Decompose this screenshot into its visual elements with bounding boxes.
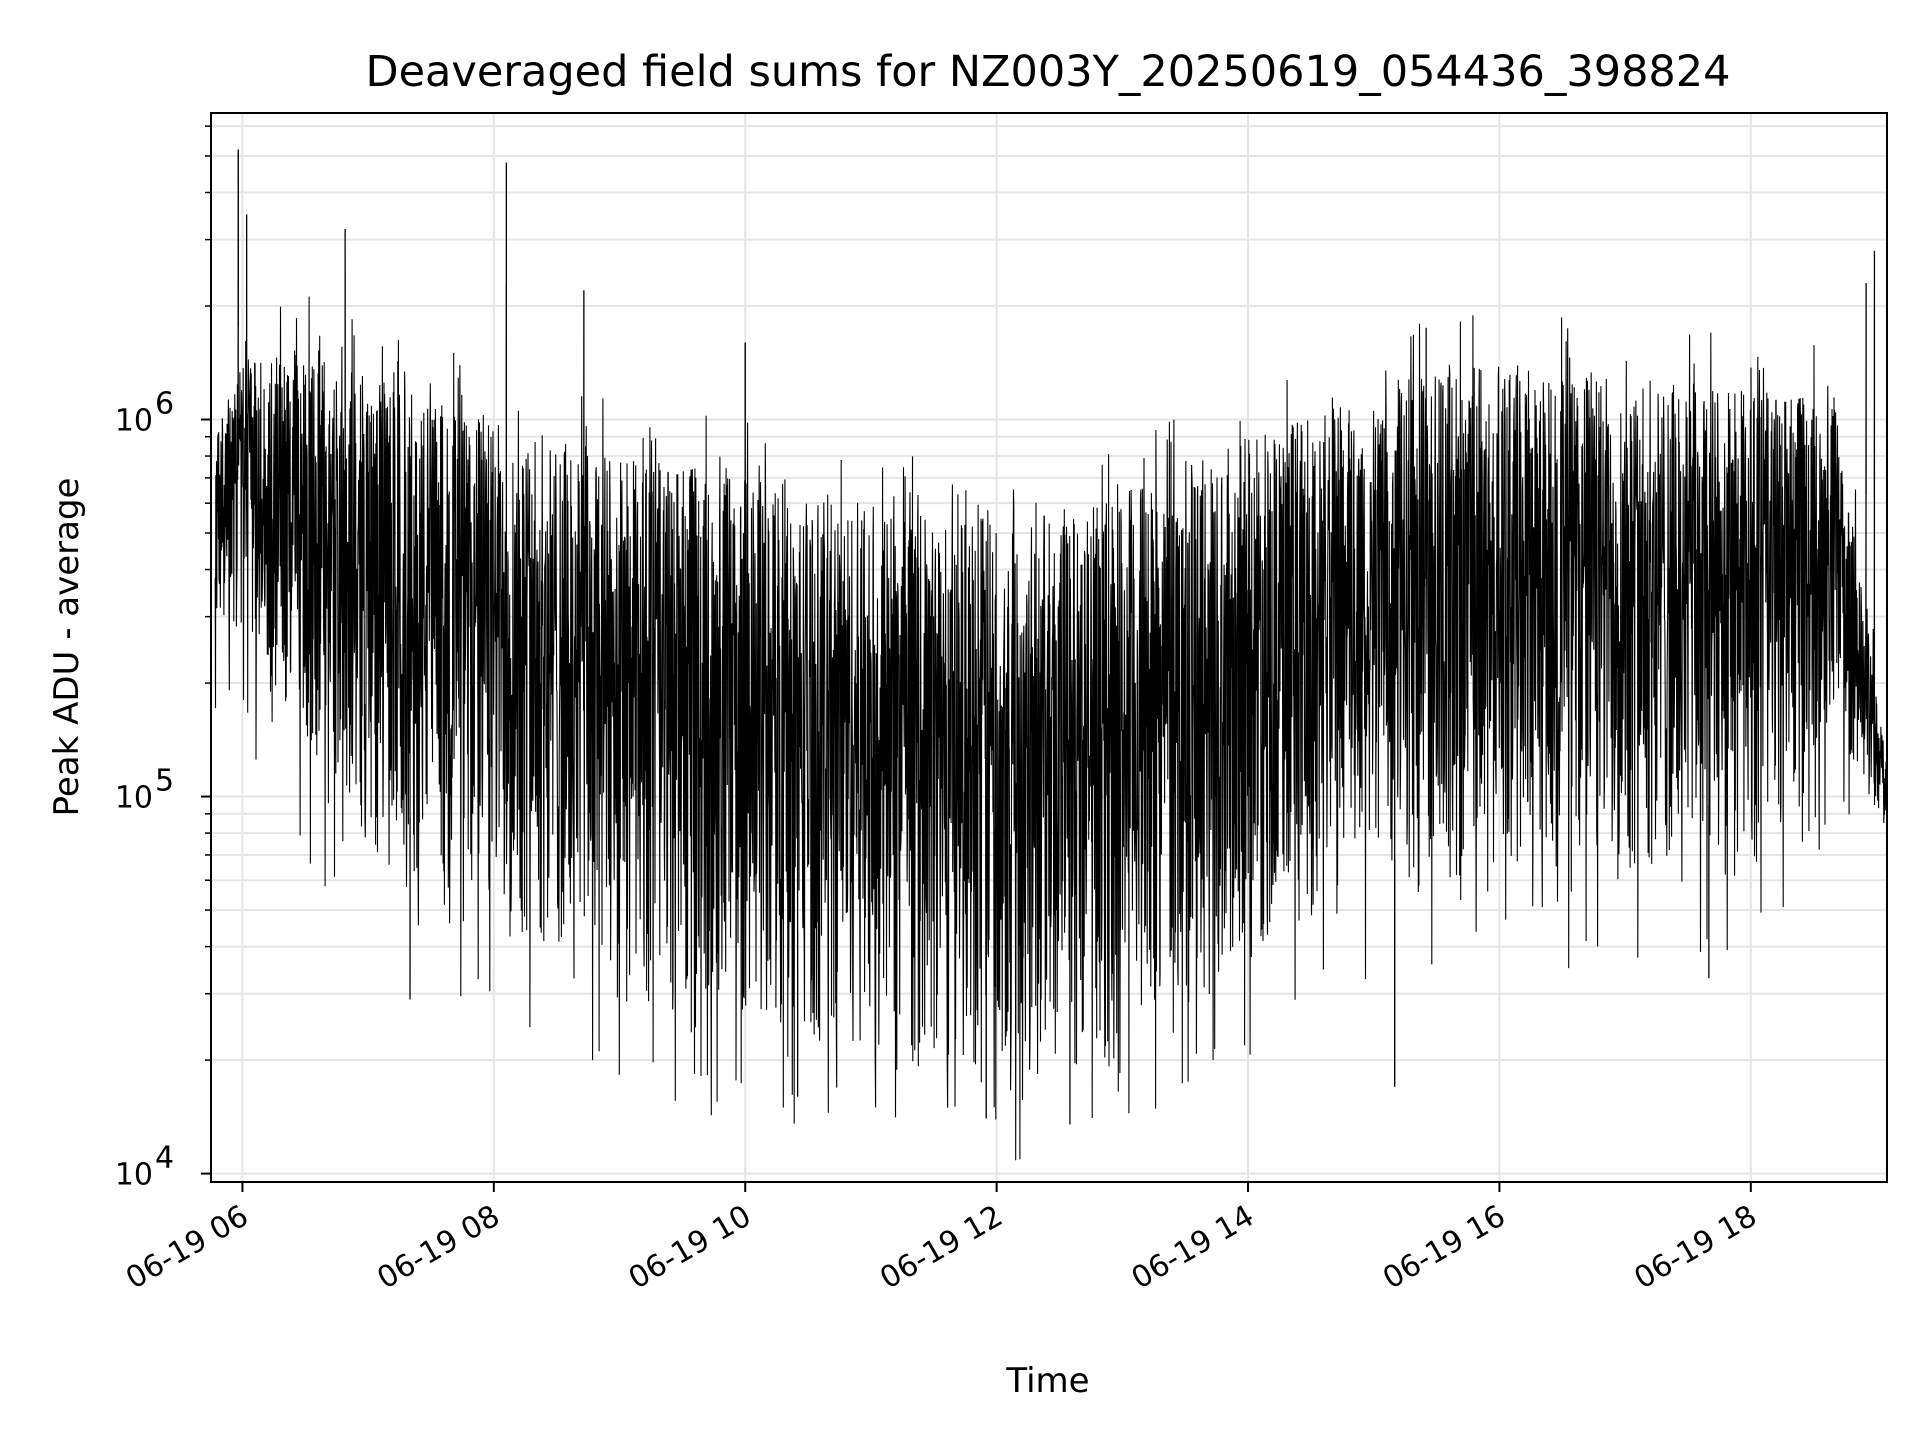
y-tick-exponent: 5 <box>155 764 174 799</box>
chart-title: Deaveraged field sums for NZ003Y_2025061… <box>365 47 1730 97</box>
y-tick-label: 10 <box>115 404 153 439</box>
plot-frame <box>210 112 1888 1183</box>
y-tick-label: 10 <box>115 781 153 816</box>
y-tick-base: 10 <box>115 1158 153 1193</box>
y-tick-label: 10 <box>115 1158 153 1193</box>
y-tick-base: 10 <box>115 404 153 439</box>
x-axis-title: Time <box>1005 1361 1089 1401</box>
y-tick-base: 10 <box>115 781 153 816</box>
y-tick-exponent: 4 <box>155 1141 174 1176</box>
y-tick-exponent: 6 <box>155 387 174 422</box>
series-line <box>214 149 1887 1161</box>
y-axis-title: Peak ADU - average <box>47 478 87 817</box>
series-area <box>214 149 1887 1161</box>
